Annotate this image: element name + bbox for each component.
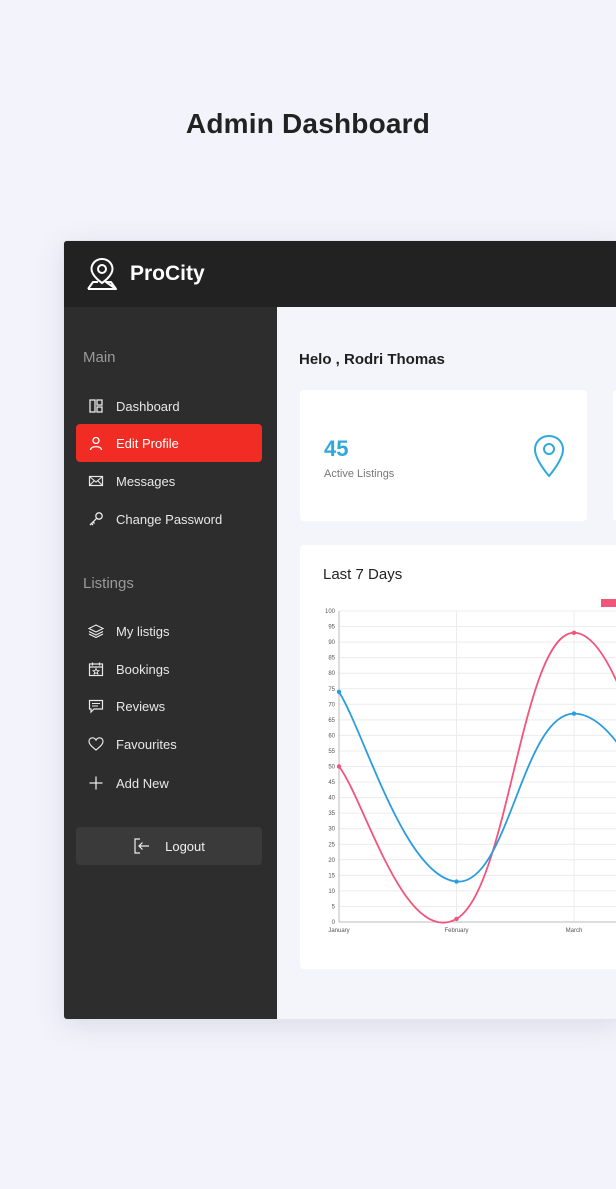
chart-title: Last 7 Days bbox=[323, 566, 403, 583]
y-tick-label: 15 bbox=[328, 873, 335, 879]
y-tick-label: 25 bbox=[328, 842, 335, 848]
data-point bbox=[571, 630, 577, 635]
series-line bbox=[338, 691, 616, 883]
sidebar-item-favourites[interactable]: Favourites bbox=[76, 725, 262, 763]
x-tick-label: January bbox=[328, 928, 349, 934]
y-tick-label: 60 bbox=[328, 733, 335, 739]
y-tick-label: 85 bbox=[328, 656, 335, 662]
sidebar-item-label: Change Password bbox=[116, 511, 223, 527]
legend-swatch bbox=[601, 599, 616, 607]
data-point bbox=[454, 916, 459, 922]
sidebar-item-edit-profile[interactable]: Edit Profile bbox=[76, 424, 262, 462]
stat-label: Active Listings bbox=[324, 468, 395, 480]
stat-card-active-listings: 45 Active Listings bbox=[300, 390, 587, 521]
dashboard-icon bbox=[88, 398, 104, 414]
y-tick-label: 20 bbox=[328, 858, 335, 864]
sidebar-item-label: Messages bbox=[116, 473, 176, 489]
x-tick-label: March bbox=[566, 928, 583, 934]
y-tick-label: 5 bbox=[332, 904, 336, 910]
sidebar-item-messages[interactable]: Messages bbox=[76, 462, 262, 500]
brand-name: ProCity bbox=[130, 262, 205, 285]
section-title-listings: Listings bbox=[83, 575, 134, 592]
sidebar-item-label: Reviews bbox=[116, 698, 166, 714]
chart-card: Last 7 Days 0 5 10 15 20 25 30 35 40 45 50 55 60 65 70… bbox=[300, 545, 616, 969]
line-chart: 0 5 10 15 20 25 30 35 40 45 50 55 60 65 70 75 80 85 90 95 10… bbox=[325, 599, 616, 934]
brand[interactable]: ProCity bbox=[64, 241, 277, 307]
series-line bbox=[338, 631, 616, 924]
data-point bbox=[571, 711, 577, 716]
y-tick-label: 10 bbox=[328, 889, 335, 895]
sidebar-item-dashboard[interactable]: Dashboard bbox=[76, 387, 262, 425]
x-tick-label: February bbox=[444, 928, 468, 934]
y-tick-label: 55 bbox=[328, 749, 335, 755]
layers-icon bbox=[88, 623, 104, 639]
y-tick-label: 80 bbox=[328, 671, 335, 677]
map-pin-logo-icon bbox=[87, 257, 117, 290]
logout-label: Logout bbox=[165, 838, 205, 854]
sidebar-item-my-listings[interactable]: My listigs bbox=[76, 612, 262, 650]
stat-card bbox=[613, 390, 616, 521]
sidebar-item-label: Add New bbox=[116, 775, 169, 791]
y-tick-label: 0 bbox=[332, 920, 336, 926]
envelope-icon bbox=[88, 473, 104, 489]
sidebar-item-bookings[interactable]: Bookings bbox=[76, 650, 262, 688]
section-title-main: Main bbox=[83, 349, 116, 366]
data-point bbox=[454, 879, 459, 884]
sidebar-item-label: Bookings bbox=[116, 661, 170, 677]
y-tick-label: 35 bbox=[328, 811, 335, 817]
sidebar-item-reviews[interactable]: Reviews bbox=[76, 687, 262, 725]
sidebar-item-add-new[interactable]: Add New bbox=[76, 764, 262, 802]
y-tick-label: 75 bbox=[328, 687, 335, 693]
main-content: Helo , Rodri Thomas 45 Active Listings L… bbox=[277, 307, 616, 1019]
sidebar-item-label: Dashboard bbox=[116, 398, 180, 414]
stat-value: 45 bbox=[324, 436, 349, 461]
greeting: Helo , Rodri Thomas bbox=[299, 351, 445, 368]
y-tick-label: 40 bbox=[328, 796, 335, 802]
plus-icon bbox=[88, 775, 104, 791]
y-tick-label: 30 bbox=[328, 827, 335, 833]
y-tick-label: 65 bbox=[328, 718, 335, 724]
y-tick-label: 45 bbox=[328, 780, 335, 786]
key-icon bbox=[88, 511, 104, 527]
sidebar-item-label: Edit Profile bbox=[116, 435, 179, 451]
app-window: ProCity Main Dashboard Edit Profile Mess… bbox=[63, 240, 616, 1020]
y-tick-label: 95 bbox=[328, 625, 335, 631]
top-bar bbox=[277, 241, 616, 307]
data-point bbox=[336, 764, 342, 769]
y-tick-label: 50 bbox=[328, 765, 335, 771]
y-tick-label: 70 bbox=[328, 702, 335, 708]
data-point bbox=[336, 689, 342, 695]
heart-icon bbox=[88, 736, 104, 752]
y-tick-label: 100 bbox=[325, 609, 336, 615]
user-icon bbox=[88, 435, 104, 451]
logout-button[interactable]: Logout bbox=[76, 827, 262, 865]
sidebar: ProCity Main Dashboard Edit Profile Mess… bbox=[64, 241, 277, 1019]
sidebar-item-label: Favourites bbox=[116, 736, 177, 752]
location-pin-icon bbox=[533, 434, 565, 478]
sidebar-item-label: My listigs bbox=[116, 623, 170, 639]
calendar-star-icon bbox=[88, 661, 104, 677]
sidebar-item-change-password[interactable]: Change Password bbox=[76, 500, 262, 538]
y-tick-label: 90 bbox=[328, 640, 335, 646]
comment-icon bbox=[88, 698, 104, 714]
page-heading: Admin Dashboard bbox=[185, 108, 431, 139]
logout-icon bbox=[134, 838, 150, 854]
